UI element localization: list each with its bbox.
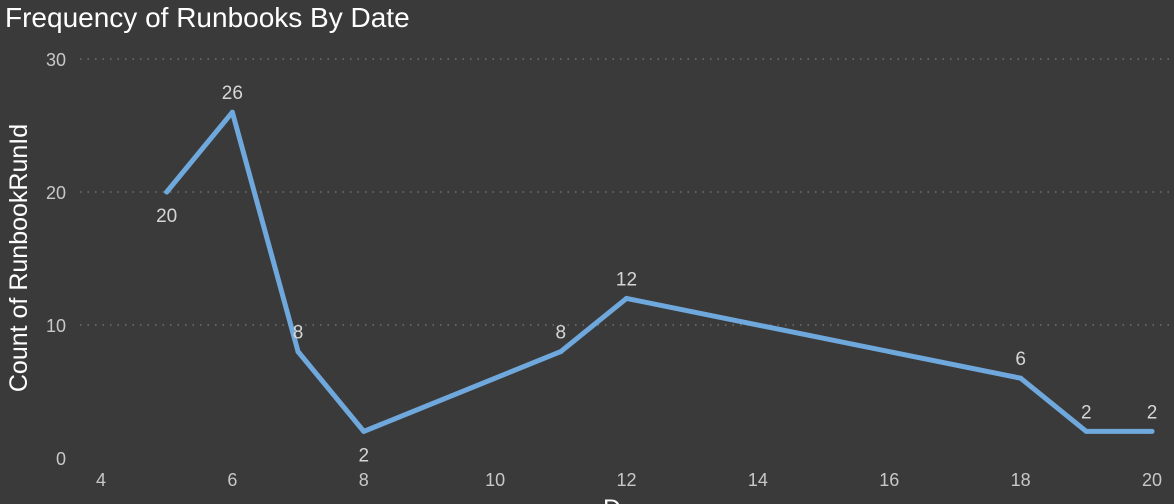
x-tick-label: 18 <box>1011 470 1031 490</box>
y-tick-label: 20 <box>46 183 66 203</box>
data-point <box>1149 428 1155 434</box>
data-point <box>229 109 235 115</box>
data-point <box>1083 428 1089 434</box>
y-tick-label: 0 <box>56 449 66 469</box>
data-label: 8 <box>293 323 304 344</box>
x-axis-title: D <box>603 495 621 504</box>
data-label: 2 <box>1147 402 1158 423</box>
y-tick-label: 10 <box>46 316 66 336</box>
data-point <box>164 189 170 195</box>
data-point <box>1018 375 1024 381</box>
data-label: 2 <box>1081 402 1092 423</box>
data-label: 12 <box>616 269 637 290</box>
x-tick-label: 8 <box>359 470 369 490</box>
x-tick-label: 10 <box>485 470 505 490</box>
chart-title: Frequency of Runbooks By Date <box>5 2 410 33</box>
series-line <box>164 109 1155 434</box>
data-label: 8 <box>556 323 567 344</box>
data-label: 20 <box>156 206 177 227</box>
x-tick-label: 12 <box>616 470 636 490</box>
x-tick-label: 16 <box>879 470 899 490</box>
data-labels: 20 26 8 2 8 12 6 2 2 <box>156 83 1157 466</box>
x-axis-ticks: 4 6 8 10 12 14 16 18 20 <box>96 470 1162 490</box>
x-tick-label: 4 <box>96 470 106 490</box>
data-label: 26 <box>222 83 243 104</box>
x-tick-label: 6 <box>227 470 237 490</box>
data-label: 6 <box>1015 349 1026 370</box>
data-label: 2 <box>358 445 369 466</box>
data-point <box>558 349 564 355</box>
y-axis-title: Count of RunbookRunId <box>5 124 33 392</box>
data-point <box>624 295 629 301</box>
series-layer <box>164 109 1155 434</box>
x-tick-label: 14 <box>748 470 768 490</box>
data-point <box>361 428 367 434</box>
x-tick-label: 20 <box>1142 470 1162 490</box>
y-tick-label: 30 <box>46 50 66 70</box>
data-point <box>295 349 301 355</box>
y-axis-ticks: 0 10 20 30 <box>46 50 66 469</box>
